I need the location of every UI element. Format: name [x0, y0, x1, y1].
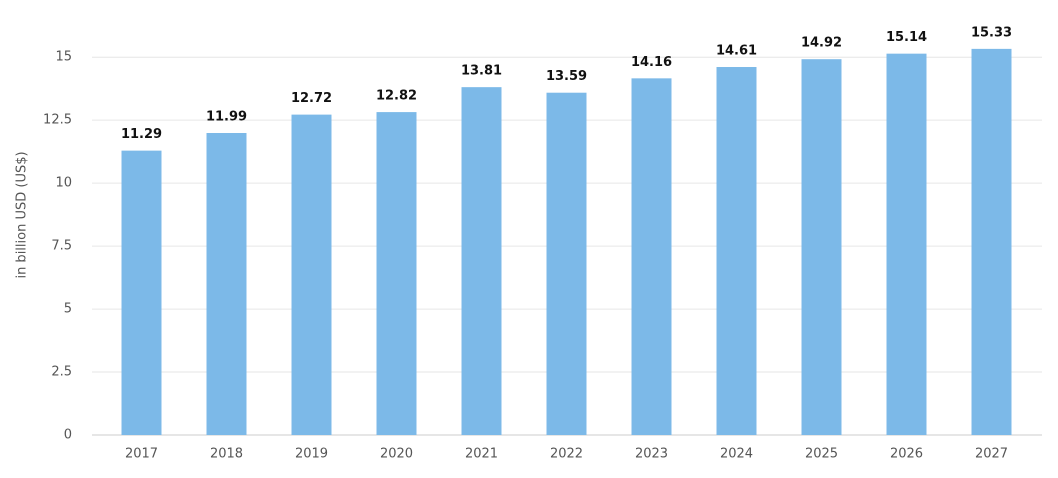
- y-tick-label: 5: [64, 302, 72, 317]
- value-label: 12.82: [376, 89, 417, 104]
- bar: [631, 78, 672, 435]
- x-tick-label: 2019: [295, 447, 328, 462]
- y-tick-label: 7.5: [51, 239, 72, 254]
- value-label: 13.81: [461, 64, 502, 79]
- bar: [716, 67, 757, 436]
- value-label: 11.99: [206, 110, 247, 125]
- bar: [971, 48, 1012, 436]
- x-tick-label: 2027: [975, 447, 1008, 462]
- value-label: 12.72: [291, 91, 332, 106]
- bar: [291, 114, 332, 436]
- bar: [886, 53, 927, 435]
- x-tick-label: 2018: [210, 447, 243, 462]
- y-tick-label: 2.5: [51, 365, 72, 380]
- value-label: 14.61: [716, 44, 757, 59]
- x-tick-label: 2020: [380, 447, 413, 462]
- x-tick-label: 2025: [805, 447, 838, 462]
- value-label: 14.92: [801, 36, 842, 51]
- bar: [376, 112, 417, 435]
- value-label: 15.33: [971, 25, 1012, 40]
- y-axis-label: in billion USD (US$): [15, 151, 30, 278]
- x-tick-label: 2021: [465, 447, 498, 462]
- bar: [546, 92, 587, 435]
- x-tick-label: 2024: [720, 447, 753, 462]
- y-tick-label: 15: [55, 50, 72, 65]
- bar: [121, 150, 162, 435]
- y-tick-label: 12.5: [43, 113, 72, 128]
- bar: [461, 87, 502, 436]
- bar: [206, 133, 247, 435]
- x-tick-label: 2022: [550, 447, 583, 462]
- value-label: 14.16: [631, 55, 672, 70]
- y-tick-label: 10: [55, 176, 72, 191]
- y-tick-label: 0: [64, 428, 72, 443]
- value-label: 13.59: [546, 69, 587, 84]
- value-label: 15.14: [886, 30, 927, 45]
- x-tick-label: 2017: [125, 447, 158, 462]
- value-label: 11.29: [121, 127, 162, 142]
- x-tick-label: 2023: [635, 447, 668, 462]
- x-tick-label: 2026: [890, 447, 923, 462]
- bar: [801, 59, 842, 435]
